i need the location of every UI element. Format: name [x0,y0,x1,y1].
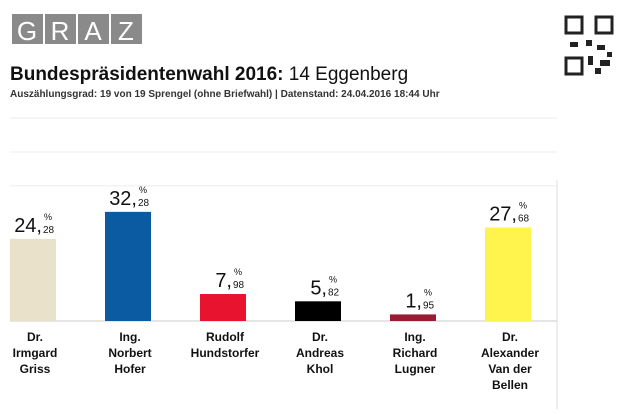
bar [200,294,246,321]
logo: G R A Z [12,14,142,46]
x-tick-label: Dr. [27,330,43,344]
x-tick-label: Andreas [296,346,344,360]
qr-dot [586,40,592,46]
value-label: 24, [14,215,42,237]
bar [485,227,531,321]
qr-dot [588,56,593,65]
value-unit: % [519,200,527,210]
value-label: 1, [405,290,422,312]
x-tick-label: Ing. [404,330,425,344]
value-decimal: 95 [423,300,435,311]
x-tick-label: Norbert [108,346,151,360]
logo-letter: Z [118,16,134,46]
x-tick-label: Ing. [119,330,140,344]
value-decimal: 82 [328,287,340,298]
x-tick-label: Irmgard [13,346,58,360]
value-decimal: 28 [43,225,55,236]
bar [390,314,436,321]
qr-code [564,15,614,76]
x-tick-label: Dr. [312,330,328,344]
value-decimal: 68 [518,213,530,224]
x-tick-label: Hofer [114,362,146,376]
logo-box [78,14,109,44]
x-tick-label: Griss [20,362,51,376]
qr-dot [597,45,605,50]
logo-box [111,14,142,44]
x-tick-label: Alexander [481,346,539,360]
title-district: 14 Eggenberg [289,64,408,85]
logo-letter: R [51,16,70,46]
qr-dot [607,52,612,57]
qr-dot [600,60,610,66]
value-label: 5, [310,277,327,299]
x-tick-label: Van der [488,362,532,376]
bar [295,301,341,321]
x-tick-label: Bellen [492,378,528,392]
value-unit: % [44,212,52,222]
logo-letter: A [84,16,102,46]
value-decimal: 98 [233,280,245,291]
x-tick-label: Hundstorfer [191,346,260,360]
title: Bundespräsidentenwahl 2016: 14 Eggenberg [10,64,408,85]
logo-box [45,14,76,44]
x-tick-label: Khol [307,362,334,376]
value-label: 32, [109,188,137,210]
x-tick-label: Richard [393,346,438,360]
value-label: 27, [489,203,517,225]
value-unit: % [139,185,147,195]
logo-letter: G [17,16,37,46]
subtitle: Auszählungsgrad: 19 von 19 Sprengel (ohn… [10,89,440,100]
value-unit: % [234,267,242,277]
qr-corner [564,56,584,76]
bar [10,238,56,321]
x-tick-label: Lugner [395,362,436,376]
value-unit: % [329,274,337,284]
logo-box [12,14,43,44]
qr-dot [570,42,578,47]
value-unit: % [424,287,432,297]
qr-dot [595,68,601,74]
qr-corner [564,15,584,35]
x-tick-label: Rudolf [206,330,245,344]
value-decimal: 28 [138,198,150,209]
qr-corner [594,15,614,35]
bar [105,211,151,321]
value-label: 7, [215,270,232,292]
title-main: Bundespräsidentenwahl 2016: [10,64,283,85]
x-tick-label: Dr. [502,330,518,344]
